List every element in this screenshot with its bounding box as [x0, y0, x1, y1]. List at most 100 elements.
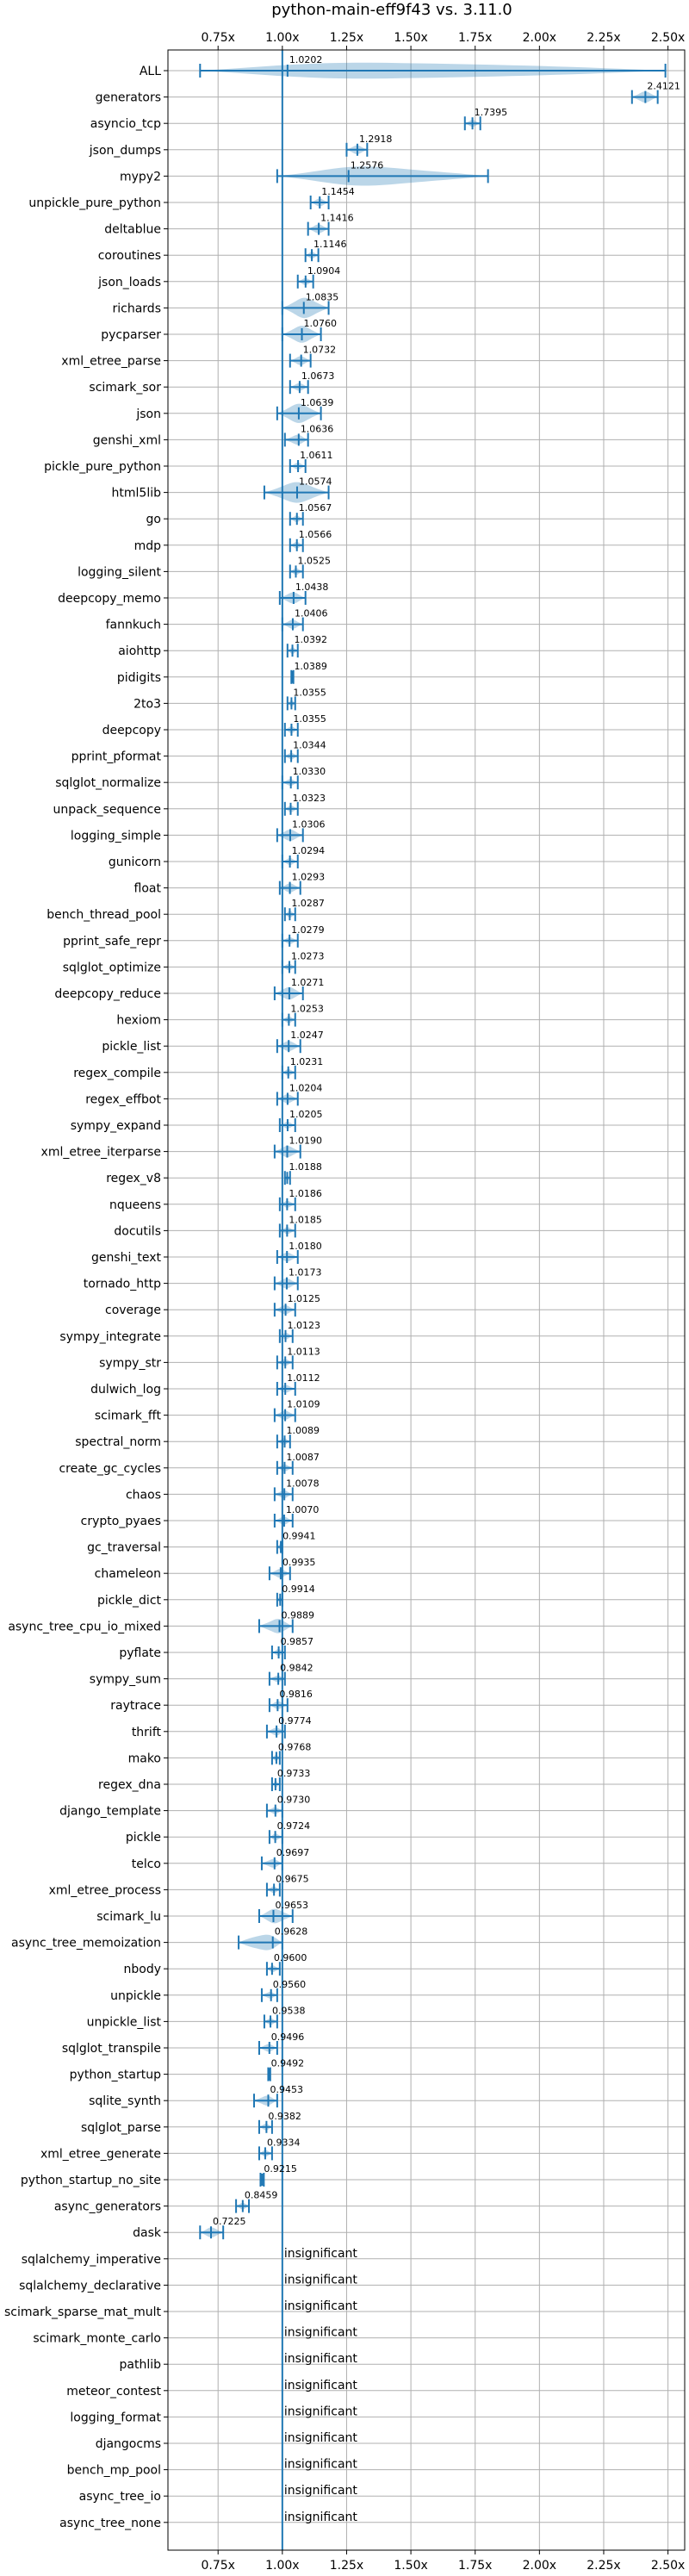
category-label: async_tree_io — [79, 2490, 161, 2504]
data-label: 1.0089 — [286, 1425, 320, 1436]
category-label: spectral_norm — [75, 1435, 161, 1449]
data-label: 1.0306 — [292, 818, 326, 830]
data-label: 0.9914 — [282, 1584, 315, 1595]
data-label: 1.0123 — [288, 1320, 321, 1331]
category-label: python_startup_no_site — [21, 2174, 161, 2187]
data-label: 1.0639 — [301, 397, 334, 408]
data-label: 0.9816 — [279, 1689, 313, 1700]
data-label: 1.0125 — [288, 1293, 321, 1304]
data-label: 0.9382 — [268, 2111, 301, 2122]
data-label: 1.0760 — [304, 318, 338, 329]
category-label: generators — [96, 91, 161, 105]
category-label: xml_etree_process — [49, 1883, 161, 1897]
category-label: html5lib — [112, 487, 162, 501]
category-label: pickle_pure_python — [44, 460, 161, 474]
data-label: 0.9935 — [282, 1557, 316, 1568]
category-label: sqlite_synth — [89, 2094, 161, 2108]
data-label: 1.0078 — [286, 1478, 320, 1489]
x-tick-label-top: 2.00x — [523, 31, 556, 45]
data-label: 1.2576 — [351, 159, 384, 171]
data-label: 0.9492 — [271, 2058, 305, 2069]
data-label: 1.0271 — [291, 977, 325, 988]
category-label: telco — [132, 1857, 161, 1871]
category-label: hexiom — [116, 1014, 161, 1028]
data-label: 1.0273 — [291, 950, 325, 961]
category-label: sympy_str — [99, 1356, 161, 1370]
category-label: 2to3 — [133, 697, 161, 711]
data-label: 0.9857 — [281, 1636, 314, 1647]
category-label: sqlglot_normalize — [55, 776, 161, 790]
category-label: logging_simple — [71, 829, 161, 843]
data-label: 0.9453 — [270, 2084, 304, 2095]
x-tick-label-bottom: 1.50x — [394, 2559, 427, 2573]
category-label: async_generators — [54, 2200, 161, 2214]
data-label: 0.7225 — [213, 2216, 246, 2227]
data-label: 1.0087 — [286, 1452, 320, 1463]
insignificant-label: insignificant — [284, 2431, 358, 2445]
category-label: coverage — [105, 1304, 161, 1317]
category-label: djangocms — [96, 2437, 161, 2451]
data-label: 0.9697 — [276, 1847, 310, 1858]
category-label: mdp — [134, 539, 162, 553]
data-label: 1.0611 — [300, 450, 333, 461]
category-label: unpack_sequence — [53, 803, 161, 817]
x-tick-label-bottom: 1.25x — [330, 2559, 363, 2573]
x-tick-label-top: 1.25x — [330, 31, 363, 45]
category-label: deepcopy — [102, 724, 161, 737]
data-label: 1.0904 — [307, 265, 341, 277]
category-label: pidigits — [117, 671, 161, 685]
category-label: pickle_dict — [97, 1594, 162, 1608]
data-label: 0.9730 — [277, 1795, 311, 1806]
data-label: 0.9538 — [272, 2005, 306, 2016]
data-label: 1.0355 — [293, 713, 326, 725]
data-label: 1.0293 — [292, 872, 326, 883]
data-label: 0.9675 — [276, 1873, 309, 1884]
category-label: scimark_fft — [95, 1409, 162, 1423]
data-label: 0.9941 — [282, 1531, 316, 1542]
category-label: async_tree_cpu_io_mixed — [8, 1620, 161, 1633]
category-label: bench_mp_pool — [67, 2464, 161, 2478]
insignificant-label: insignificant — [284, 2352, 358, 2366]
x-tick-label-bottom: 2.50x — [651, 2559, 685, 2573]
data-label: 0.9842 — [280, 1663, 313, 1674]
category-label: dask — [133, 2226, 162, 2240]
category-label: regex_dna — [98, 1778, 161, 1792]
data-label: 1.0202 — [289, 54, 323, 65]
data-label: 1.0173 — [289, 1267, 322, 1279]
category-label: sympy_expand — [71, 1119, 161, 1133]
category-label: raytrace — [110, 1699, 161, 1713]
data-label: 1.2918 — [359, 134, 393, 145]
data-label: 1.0567 — [299, 502, 332, 513]
data-label: 1.0294 — [292, 845, 326, 856]
data-label: 1.0355 — [293, 687, 326, 698]
category-label: thrift — [132, 1726, 162, 1739]
data-label: 0.9215 — [264, 2163, 297, 2175]
x-tick-label-top: 0.75x — [201, 31, 234, 45]
data-label: 1.7395 — [475, 107, 508, 118]
category-label: scimark_sor — [89, 381, 161, 395]
category-label: mypy2 — [120, 170, 161, 184]
insignificant-label: insignificant — [284, 2458, 358, 2472]
data-label: 0.9628 — [275, 1926, 308, 1938]
grid-layer — [164, 46, 685, 2554]
data-label: 1.0185 — [289, 1214, 322, 1225]
category-label: json_loads — [97, 276, 161, 289]
category-label: deltablue — [104, 223, 161, 237]
category-label: unpickle_pure_python — [28, 196, 161, 210]
data-label: 1.0323 — [292, 793, 326, 804]
x-tick-label-bottom: 2.25x — [587, 2559, 620, 2573]
category-label: tornado_http — [84, 1278, 161, 1291]
category-label: mako — [128, 1752, 161, 1765]
data-label: 2.4121 — [647, 81, 680, 92]
category-label: create_gc_cycles — [59, 1462, 161, 1476]
data-label: 1.0287 — [291, 898, 325, 909]
category-label: nqueens — [109, 1198, 161, 1212]
data-label: 1.0344 — [293, 740, 326, 751]
labels-layer: 0.75x 0.75x 1.00x 1.00x 1.25x 1.25x 1.50x 1.50x… — [4, 31, 685, 2573]
data-label: 1.1454 — [321, 186, 355, 197]
category-label: float — [134, 882, 162, 896]
data-label: 1.0205 — [289, 1109, 323, 1120]
data-label: 1.0112 — [287, 1372, 320, 1384]
data-label: 1.0279 — [291, 924, 325, 936]
category-label: logging_silent — [78, 565, 161, 579]
